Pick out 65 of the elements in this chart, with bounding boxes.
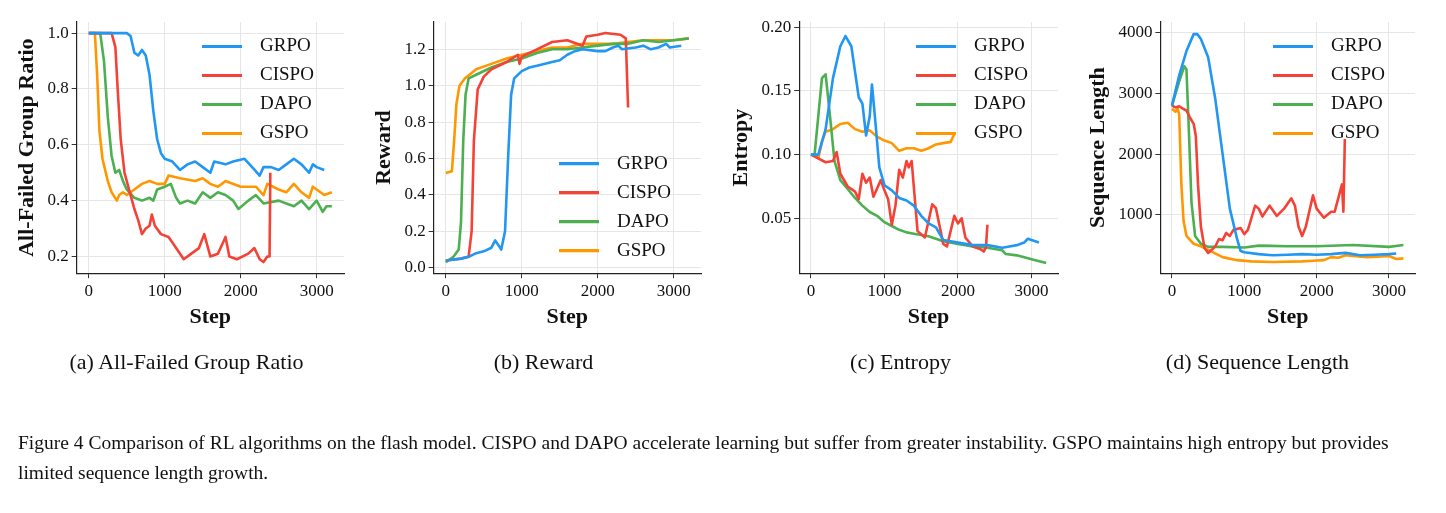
x-tick-label: 1000 [1227,280,1262,300]
x-tick-label: 0 [84,280,94,300]
legend-label: DAPO [260,92,312,114]
y-tick-label: 4000 [1118,22,1153,42]
y-axis-title: Sequence Length [1083,67,1109,228]
x-tick-label: 3000 [1371,280,1406,300]
y-tick-label: 0.15 [761,80,792,100]
y-tick-label: 1.2 [404,38,426,58]
x-tick-label: 1000 [867,280,902,300]
y-tick-label: 0.4 [404,184,427,204]
legend-label: GRPO [1331,34,1382,56]
y-tick-label: 0.4 [47,190,70,210]
x-axis-title: Step [1266,303,1309,329]
x-tick-label: 0 [806,280,816,300]
x-tick-label: 1000 [147,280,182,300]
y-tick-label: 1.0 [404,75,426,95]
y-tick-label: 0.20 [761,16,792,36]
x-tick-label: 2000 [223,280,258,300]
y-tick-label: 0.8 [404,111,426,131]
legend-label: CISPO [1331,63,1385,85]
caption: Figure 4 Comparison of RL algorithms on the flash model. CISPO and DAPO accelerate learning but suffer from greater instability. GSPO maintains high entropy but provides limited sequence length growth. [18,431,1390,485]
y-axis-title: Reward [369,110,395,185]
y-tick-label: 0.05 [761,207,792,227]
x-axis-title: Step [189,303,232,329]
text: (a) All-Failed Group Ratio [68,349,305,375]
legend-label: GRPO [260,34,311,56]
text: (d) Sequence Length [1164,349,1351,375]
x-tick-label: 1000 [504,280,539,300]
y-axis-title: All-Failed Group Ratio [12,38,38,257]
y-tick-label: 0.6 [404,147,426,167]
x-axis-title: Step [546,303,589,329]
x-tick-label: 2000 [580,280,615,300]
y-tick-label: 0.2 [47,245,69,265]
text: (c) Entropy [849,349,952,375]
legend-label: CISPO [974,63,1028,85]
y-tick-label: 0.10 [761,144,792,164]
legend-label: GSPO [617,238,666,260]
text: (b) Reward [492,349,595,375]
legend-label: GRPO [974,34,1025,56]
x-tick-label: 0 [441,280,451,300]
y-tick-label: 0.2 [404,220,426,240]
legend-label: GRPO [617,151,668,173]
legend-label: DAPO [974,92,1026,114]
y-tick-label: 0.8 [47,78,69,98]
y-tick-label: 0.6 [47,134,69,154]
x-tick-label: 2000 [940,280,975,300]
legend-label: GSPO [974,121,1023,143]
y-axis-title: Entropy [726,108,752,187]
legend-label: DAPO [617,209,669,231]
x-tick-label: 3000 [656,280,691,300]
legend-label: DAPO [1331,92,1383,114]
y-tick-label: 3000 [1118,82,1153,102]
x-axis-title: Step [907,303,950,329]
x-tick-label: 3000 [299,280,334,300]
y-tick-label: 1000 [1118,204,1153,224]
x-tick-label: 0 [1167,280,1177,300]
legend-label: CISPO [260,63,314,85]
legend-label: GSPO [1331,121,1380,143]
legend-label: CISPO [617,180,671,202]
y-tick-label: 1.0 [47,22,69,42]
x-tick-label: 2000 [1299,280,1334,300]
x-tick-label: 3000 [1014,280,1049,300]
y-tick-label: 0.0 [404,257,426,277]
y-tick-label: 2000 [1118,143,1153,163]
legend-label: GSPO [260,121,309,143]
